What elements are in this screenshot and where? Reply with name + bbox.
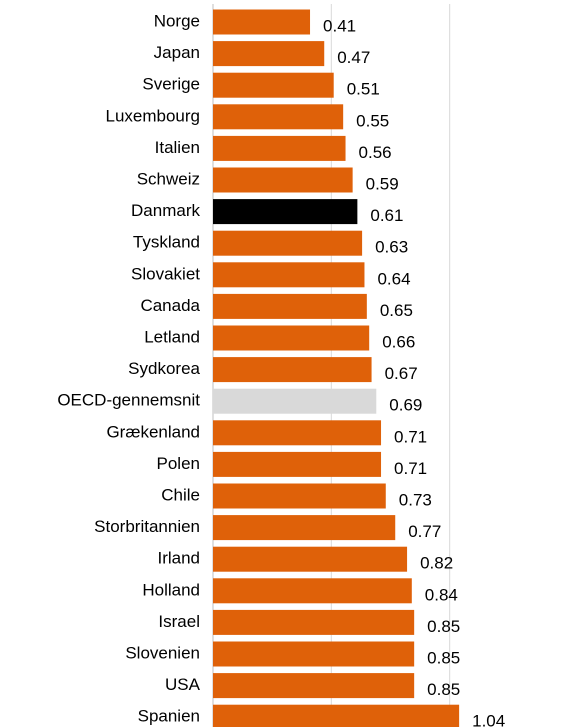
bar: [213, 388, 377, 414]
value-label: 0.73: [399, 490, 432, 509]
category-label: Israel: [158, 612, 200, 631]
value-label: 0.64: [377, 269, 410, 288]
category-label: Slovenien: [125, 643, 200, 662]
bar: [213, 515, 396, 541]
value-label: 0.69: [389, 396, 422, 415]
category-label: Letland: [144, 327, 200, 346]
category-label: Storbritannien: [94, 517, 200, 536]
value-label: 0.66: [382, 332, 415, 351]
value-label: 0.67: [385, 364, 418, 383]
value-label: 0.71: [394, 427, 427, 446]
value-label: 0.63: [375, 238, 408, 257]
category-label: Norge: [154, 11, 200, 30]
bar: [213, 230, 363, 256]
bar: [213, 483, 386, 509]
value-label: 0.85: [427, 617, 460, 636]
value-label: 0.41: [323, 16, 356, 35]
bar: [213, 641, 415, 667]
category-label: Slovakiet: [131, 264, 200, 283]
bar: [213, 293, 367, 319]
category-label: Schweiz: [137, 169, 200, 188]
bar: [213, 451, 382, 477]
category-label: OECD-gennemsnit: [57, 391, 200, 410]
bar: [213, 578, 412, 604]
category-label: Canada: [140, 296, 200, 315]
bar: [213, 704, 460, 727]
category-label: Chile: [161, 485, 200, 504]
bar: [213, 135, 346, 161]
value-label: 1.04: [472, 712, 505, 727]
bar: [213, 167, 353, 193]
bar: [213, 420, 382, 446]
value-label: 0.77: [408, 522, 441, 541]
value-label: 0.47: [337, 48, 370, 67]
bar: [213, 199, 358, 225]
bar: [213, 673, 415, 699]
value-label: 0.85: [427, 680, 460, 699]
category-label: Luxembourg: [105, 106, 200, 125]
bar: [213, 262, 365, 288]
category-label: Sverige: [142, 75, 200, 94]
value-label: 0.56: [359, 143, 392, 162]
category-label: Japan: [154, 43, 200, 62]
bar: [213, 546, 408, 572]
value-label: 0.65: [380, 301, 413, 320]
category-label: Polen: [157, 454, 200, 473]
category-label: Spanien: [138, 707, 200, 726]
bar: [213, 357, 372, 383]
value-label: 0.55: [356, 111, 389, 130]
category-label: Italien: [155, 138, 200, 157]
bar: [213, 325, 370, 351]
category-label: Irland: [157, 549, 200, 568]
value-label: 0.84: [425, 585, 458, 604]
category-label: USA: [165, 675, 201, 694]
value-label: 0.59: [366, 174, 399, 193]
bar: [213, 9, 311, 35]
category-label: Grækenland: [106, 422, 200, 441]
value-label: 0.71: [394, 459, 427, 478]
value-label: 0.82: [420, 554, 453, 573]
value-label: 0.51: [347, 80, 380, 99]
category-label: Sydkorea: [128, 359, 200, 378]
bar: [213, 41, 325, 67]
value-label: 0.85: [427, 648, 460, 667]
category-label: Tyskland: [133, 233, 200, 252]
bar: [213, 72, 334, 98]
bar: [213, 104, 344, 130]
category-label: Holland: [142, 580, 200, 599]
value-label: 0.61: [370, 206, 403, 225]
bar: [213, 609, 415, 635]
category-label: Danmark: [131, 201, 200, 220]
